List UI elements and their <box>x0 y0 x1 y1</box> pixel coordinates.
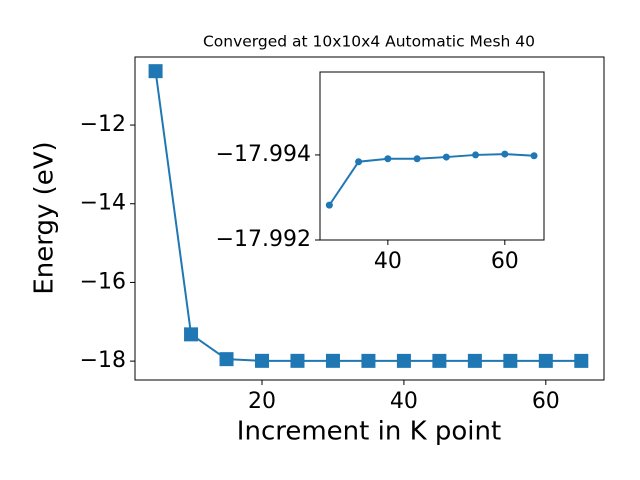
marker <box>184 327 199 342</box>
series-line <box>328 153 535 206</box>
y-tick-label: −17.994 <box>216 142 311 167</box>
marker <box>432 353 447 368</box>
marker <box>472 151 480 159</box>
y-tick-label: −18 <box>80 348 126 373</box>
marker <box>148 64 163 79</box>
marker <box>501 150 509 158</box>
marker <box>396 353 411 368</box>
y-tick-label: −14 <box>80 191 126 216</box>
marker <box>467 353 482 368</box>
chart-title: Converged at 10x10x4 Automatic Mesh 40 <box>203 33 535 51</box>
marker <box>255 353 270 368</box>
marker <box>503 353 518 368</box>
x-tick-label: 40 <box>390 389 418 414</box>
marker <box>413 155 421 163</box>
marker <box>355 158 363 166</box>
y-axis-label: Energy (eV) <box>30 141 60 294</box>
marker <box>538 353 553 368</box>
marker <box>290 353 305 368</box>
marker <box>325 201 333 209</box>
marker <box>325 353 340 368</box>
y-tick-label: −12 <box>80 112 126 137</box>
x-tick-label: 60 <box>532 389 560 414</box>
plot-area <box>319 71 545 241</box>
y-tick-label: −17.992 <box>216 227 311 252</box>
marker <box>442 153 450 161</box>
x-tick-label: 60 <box>491 249 519 274</box>
marker <box>384 155 392 163</box>
y-tick-label: −16 <box>80 269 126 294</box>
x-axis-label: Increment in K point <box>237 417 501 447</box>
x-tick-label: 20 <box>248 389 276 414</box>
x-tick-label: 40 <box>374 249 402 274</box>
marker <box>361 353 376 368</box>
marker <box>530 152 538 160</box>
marker <box>219 352 234 367</box>
marker <box>574 353 589 368</box>
